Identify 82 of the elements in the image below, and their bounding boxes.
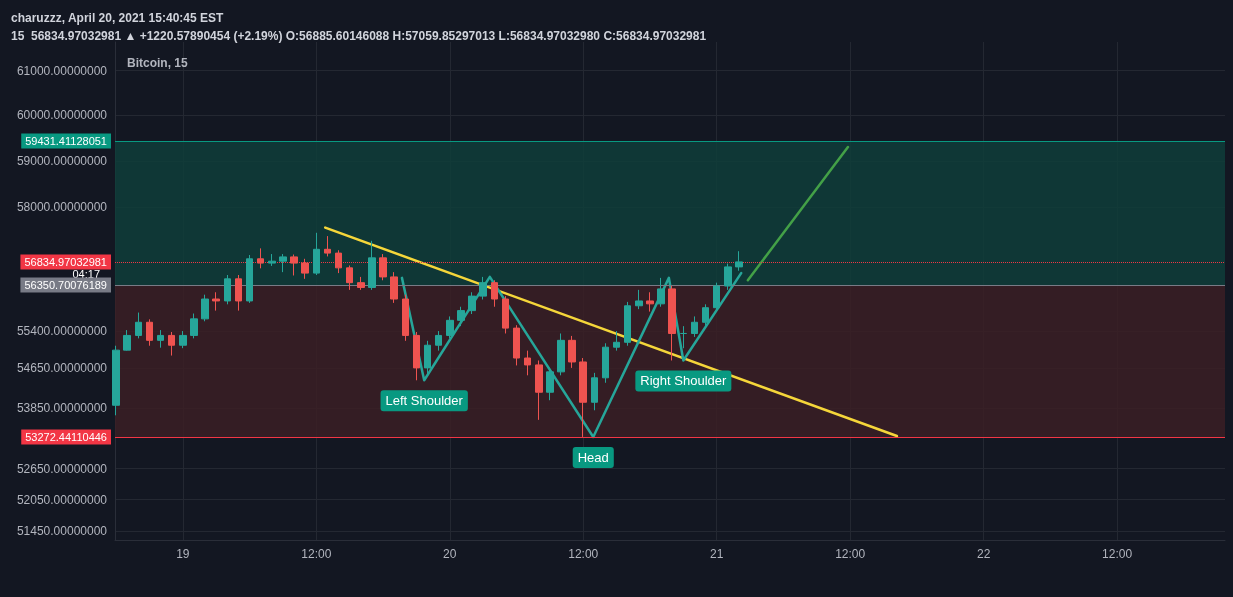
candlestick	[702, 303, 709, 327]
candlestick	[146, 318, 153, 347]
y-tick-label: 54650.00000000	[16, 360, 108, 375]
candlestick	[613, 330, 620, 352]
candlestick	[424, 340, 431, 376]
candlestick	[602, 342, 609, 384]
x-tick-label: 12:00	[1102, 547, 1133, 561]
candlestick	[235, 274, 242, 312]
text: 04:17	[72, 267, 100, 280]
candlestick	[624, 301, 631, 347]
candlestick	[368, 240, 376, 291]
x-tick-label: 19	[176, 547, 190, 561]
candlestick	[168, 331, 175, 357]
candlestick	[290, 254, 298, 276]
y-tick-label: 61000.00000000	[16, 63, 108, 78]
candlestick	[379, 253, 387, 281]
x-tick-label: 22	[976, 547, 991, 561]
ref-line-label: 59431.41128051	[25, 135, 107, 148]
x-tick-label: 12:00	[301, 547, 332, 561]
candlestick	[657, 277, 665, 308]
y-tick-label: 60000.00000000	[16, 108, 108, 123]
candlestick	[524, 350, 531, 376]
candlestick	[635, 289, 643, 310]
y-tick-label: 52650.00000000	[16, 461, 108, 476]
candlestick	[513, 324, 520, 366]
candlestick	[557, 332, 565, 376]
chart-subtitle: charuzzz, April 20, 2021 15:40:45 EST 15 56834.97032981 ▲ +1220.57890454 (+2.19%) O:56885.60146088 H:57059.85297013 L:56834.97032980 C:56834.97032981	[11, 11, 707, 43]
candlestick	[224, 274, 231, 305]
y-tick-label: 59000.00000000	[16, 153, 108, 168]
candlestick	[201, 294, 209, 322]
candlestick	[123, 329, 131, 352]
ref-line-label: 56834.97032981	[24, 255, 107, 268]
candlestick	[390, 271, 398, 304]
candlestick	[691, 315, 698, 338]
candlestick	[246, 254, 253, 304]
annotation: Left Shoulder	[385, 393, 464, 409]
candlestick	[435, 330, 442, 352]
annotation: Right Shoulder	[640, 373, 728, 389]
candlestick	[279, 253, 287, 273]
candlestick	[491, 279, 498, 308]
candlestick	[457, 306, 465, 327]
y-tick-label: 58000.00000000	[16, 200, 108, 215]
candlestick	[413, 331, 420, 381]
x-tick-label: 12:00	[835, 547, 866, 561]
candlestick	[301, 258, 309, 280]
y-tick-label: 52050.00000000	[16, 492, 108, 507]
candlestick	[502, 295, 509, 334]
candlestick	[157, 329, 164, 349]
candlestick	[190, 313, 198, 339]
candlestick	[446, 315, 454, 339]
candlestick	[257, 247, 264, 269]
x-tick-label: 21	[710, 547, 724, 561]
candlestick	[112, 345, 120, 416]
candlestick	[357, 276, 365, 291]
candlestick	[468, 291, 476, 315]
y-tick-label: 53850.00000000	[16, 400, 108, 415]
ref-line-label: 56350.70076189	[24, 279, 107, 292]
candlestick	[646, 291, 654, 313]
candlestick	[313, 232, 320, 276]
candlestick	[591, 372, 598, 411]
candlestick	[535, 359, 543, 421]
candlestick	[668, 285, 676, 361]
text: Bitcoin, 15	[127, 56, 189, 70]
candlestick	[179, 330, 187, 349]
annotation: Head	[577, 449, 609, 465]
candlestick	[735, 250, 743, 272]
candlestick	[268, 253, 276, 267]
y-tick-label: 55400.00000000	[16, 324, 108, 339]
y-tick-label: 51450.00000000	[16, 524, 108, 539]
candlestick	[402, 294, 409, 342]
candlestick	[135, 312, 142, 339]
x-tick-label: 20	[443, 547, 457, 561]
candlestick	[479, 276, 487, 300]
ref-line-label: 53272.44110446	[25, 430, 107, 443]
candlestick	[680, 325, 687, 349]
candlestick	[579, 357, 587, 438]
candlestick	[568, 335, 576, 369]
candlestick	[335, 249, 342, 274]
x-tick-label: 12:00	[568, 547, 599, 561]
candlestick	[324, 235, 331, 257]
candlestick	[212, 291, 220, 312]
candlestick	[346, 264, 353, 291]
